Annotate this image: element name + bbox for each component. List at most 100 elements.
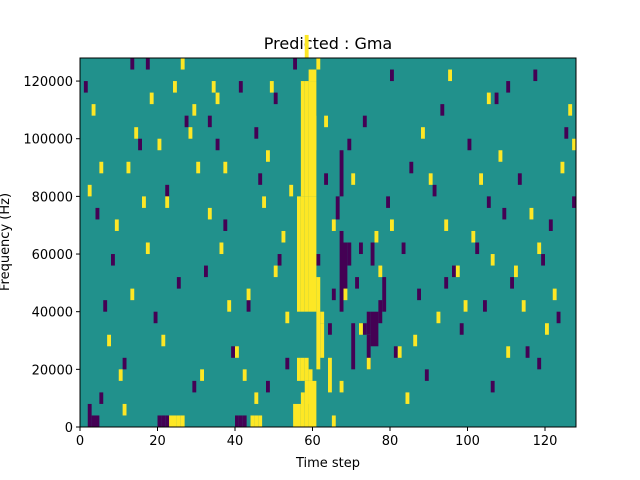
heatmap-cell-high [246,288,251,301]
heatmap-cell-high [235,346,239,358]
heatmap-cell-low [440,104,445,116]
heatmap-cell-high [339,380,344,393]
x-tick-label: 40 [227,434,244,449]
heatmap-cell-high [312,69,317,82]
heatmap-cell-low [91,415,96,427]
heatmap-cell-high [455,265,460,278]
heatmap-cell-high [157,138,162,151]
heatmap-cell-low [572,196,576,208]
heatmap-cell-high [545,323,549,335]
heatmap-cell-low [401,242,406,255]
heatmap-cell-high [250,415,255,427]
y-axis-label: Frequency (Hz) [0,193,13,291]
heatmap-cell-high [308,196,313,312]
heatmap-cell-high [405,392,410,404]
heatmap-cell-high [529,207,534,220]
heatmap-cell-high [126,161,131,174]
heatmap-cell-high [142,196,146,208]
heatmap-cell-high [293,403,297,427]
heatmap-cell-high [165,196,170,208]
y-axis: 0 20000 40000 60000 80000 100000 120000 [23,75,80,436]
heatmap-cell-low [111,254,115,266]
heatmap-cell-low [293,58,297,70]
heatmap-cell-low [417,288,421,301]
heatmap-cell-high [316,277,321,370]
heatmap-cell-low [490,380,495,393]
heatmap-cell-high [552,288,557,301]
chart-title: Predicted : Gma [264,34,392,53]
heatmap-cell-high [173,415,177,427]
y-tick-label: 20000 [32,363,73,378]
heatmap-cell-low [533,69,538,82]
heatmap-cell-low [343,242,348,289]
heatmap-cell-low [95,207,100,220]
heatmap-cell-high [215,92,220,105]
heatmap-cell-high [145,242,150,255]
heatmap-cell-high [91,104,96,116]
heatmap-cell-low [564,127,569,139]
heatmap-cell-high [223,161,228,174]
heatmap-cell-high [331,415,336,427]
heatmap-cell-high [304,196,309,312]
heatmap-cell-low [506,81,511,93]
heatmap-cell-low [494,92,499,105]
heatmap-cell-high [289,184,294,197]
heatmap-cell-low [242,415,247,427]
heatmap-cell-low [324,173,328,185]
heatmap-cell-low [386,196,390,208]
heatmap-cell-high [273,265,278,278]
heatmap-cell-low [122,357,127,370]
heatmap-cell-low [238,415,243,427]
heatmap-cell-high [297,196,301,312]
y-tick-label: 120000 [23,75,73,90]
heatmap-cell-high [521,300,526,312]
heatmap-cell-high [297,357,301,381]
y-tick-label: 80000 [32,190,73,205]
heatmap-cell-high [537,242,542,255]
heatmap-cell-high [308,69,313,82]
heatmap-cell-low [541,254,545,266]
heatmap-cell-high [572,138,576,151]
heatmap-cell-low [459,323,464,335]
heatmap-cell-low [370,311,375,347]
heatmap-cell-high [254,392,259,404]
heatmap-cell-high [320,323,325,358]
heatmap-cell-low [285,357,290,370]
heatmap-cell-high [99,161,104,174]
heatmap-cell-high [324,115,328,128]
heatmap-cell-high [180,58,185,70]
heatmap-cell-high [87,184,92,197]
heatmap-cell-low [355,277,359,289]
heatmap-cell-high [514,265,518,278]
heatmap-cell-low [204,265,208,278]
y-tick-label: 0 [65,421,73,436]
x-tick-label: 0 [76,434,84,449]
heatmap-cell-high [444,219,449,231]
heatmap-cell-low [486,196,491,208]
heatmap-cell-low [351,323,356,370]
heatmap-cell-high [479,173,483,185]
heatmap-cell-high [312,115,317,151]
heatmap-cell-high [366,357,371,370]
heatmap-cell-high [200,369,204,381]
heatmap-cell-low [510,277,514,289]
heatmap-cell-high [378,265,383,278]
heatmap-cell-low [246,300,251,312]
heatmap-cell-high [304,81,309,197]
heatmap-cell-high [196,161,201,174]
x-tick-label: 100 [455,434,480,449]
x-axis-label: Time step [295,456,360,471]
heatmap-cell-high [312,196,317,312]
heatmap-cell-high [560,161,565,174]
heatmap-cell-high [173,81,177,93]
heatmap-cell-high [281,230,286,243]
heatmap-cell-low [390,69,394,82]
heatmap-cell-low [165,415,170,427]
heatmap-cell-high [316,58,321,70]
x-tick-label: 80 [382,434,399,449]
plot-area [79,34,577,428]
heatmap-cell-high [308,81,313,197]
heatmap-cell-low [316,254,321,266]
heatmap-cell-low [424,369,429,381]
